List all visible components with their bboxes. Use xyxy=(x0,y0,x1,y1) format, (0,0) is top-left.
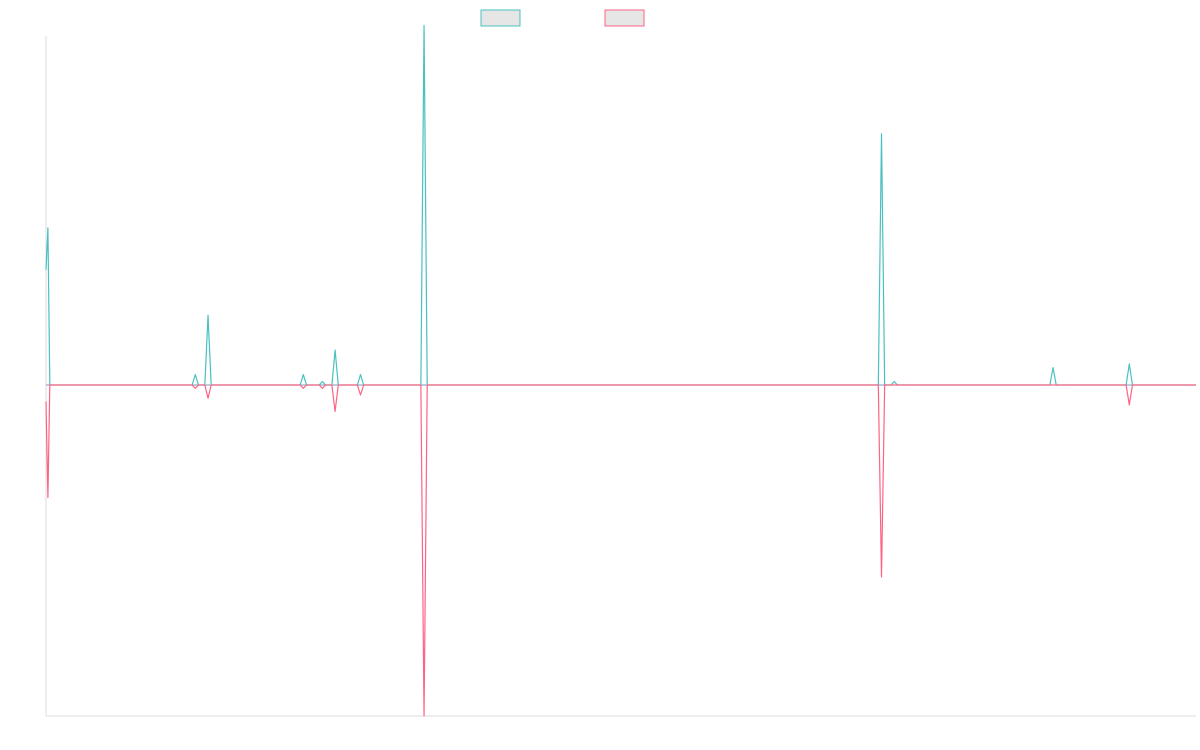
legend xyxy=(480,9,645,27)
series-layer xyxy=(45,24,1196,717)
legend-swatch-2[interactable] xyxy=(604,9,645,27)
series-line-1 xyxy=(45,24,1196,386)
series-line-2 xyxy=(45,384,1196,717)
legend-swatch-1[interactable] xyxy=(480,9,521,27)
